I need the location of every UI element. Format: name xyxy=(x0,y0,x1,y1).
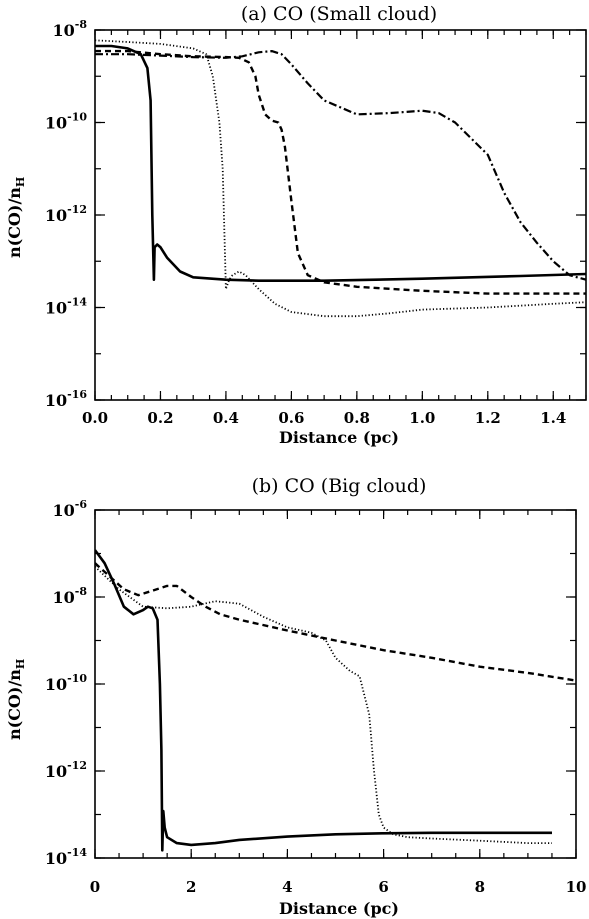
plot-frame-a xyxy=(94,29,587,401)
plot-frame-b xyxy=(94,509,577,859)
series-dashdot-line-a xyxy=(95,50,586,281)
y-tick-label-a: 10-14 xyxy=(45,296,87,318)
panel-small-cloud: (a) CO (Small cloud) Distance (pc) n(CO)… xyxy=(5,3,587,447)
series-dotted-line-b xyxy=(95,565,552,844)
chart-title-a: (a) CO (Small cloud) xyxy=(241,3,437,25)
y-tick-label-a: 10-10 xyxy=(45,111,87,133)
y-tick-label-b: 10-12 xyxy=(45,759,87,781)
series-dashed-line-b xyxy=(95,562,576,682)
x-tick-label-a: 0.2 xyxy=(147,409,173,427)
y-tick-label-b: 10-10 xyxy=(45,672,87,694)
x-tick-label-a: 1.2 xyxy=(475,409,501,427)
x-tick-label-b: 10 xyxy=(566,878,587,896)
x-tick-label-b: 8 xyxy=(475,878,485,896)
x-tick-label-a: 0.0 xyxy=(82,409,108,427)
y-tick-label-a: 10-12 xyxy=(45,203,87,225)
x-tick-label-b: 4 xyxy=(282,878,292,896)
y-tick-label-b: 10-14 xyxy=(45,846,87,868)
y-tick-label-b: 10-8 xyxy=(53,585,88,607)
x-tick-label-b: 0 xyxy=(90,878,100,896)
x-tick-label-a: 0.4 xyxy=(213,409,239,427)
y-axis-label-b: n(CO)/nH xyxy=(5,659,27,740)
series-dotted-line-a xyxy=(95,39,586,318)
y-tick-label-b: 10-6 xyxy=(53,498,88,520)
x-axis-label-a: Distance (pc) xyxy=(279,428,399,447)
panel-big-cloud: (b) CO (Big cloud) Distance (pc) n(CO)/n… xyxy=(5,475,586,918)
y-tick-label-a: 10-8 xyxy=(53,18,88,40)
x-tick-label-a: 0.8 xyxy=(344,409,370,427)
x-tick-label-a: 1.0 xyxy=(409,409,435,427)
x-tick-label-a: 1.4 xyxy=(540,409,566,427)
series-solid-line-b xyxy=(95,549,552,852)
x-axis-label-b: Distance (pc) xyxy=(279,899,399,918)
x-tick-label-b: 6 xyxy=(378,878,388,896)
y-tick-label-a: 10-16 xyxy=(45,388,87,410)
x-tick-label-b: 2 xyxy=(186,878,196,896)
chart-title-b: (b) CO (Big cloud) xyxy=(252,475,427,497)
series-dashed-line-a xyxy=(95,49,586,295)
x-tick-label-a: 0.6 xyxy=(278,409,304,427)
series-solid-line-a xyxy=(95,44,586,282)
y-axis-label-a: n(CO)/nH xyxy=(5,177,27,258)
